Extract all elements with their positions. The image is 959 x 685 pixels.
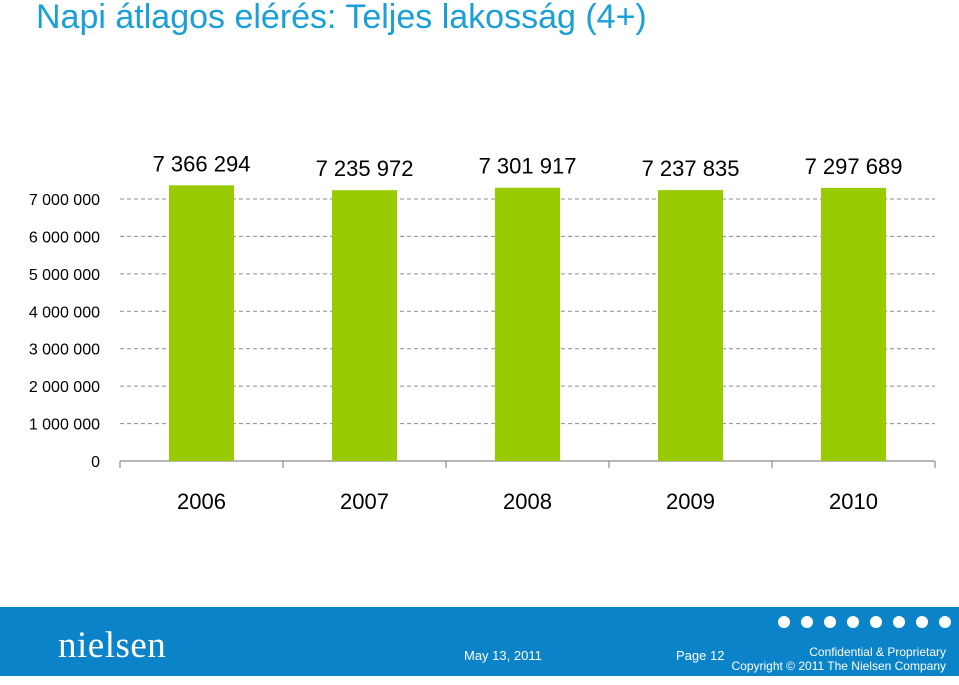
logo-dots-icon bbox=[60, 667, 170, 680]
bar-2007 bbox=[332, 190, 397, 461]
y-tick-label: 7 000 000 bbox=[29, 192, 100, 209]
data-label: 7 301 917 bbox=[479, 154, 577, 179]
decorative-dots bbox=[767, 615, 951, 629]
footer-page-number: Page 12 bbox=[676, 648, 725, 663]
bar-2010 bbox=[821, 187, 886, 462]
bar-2008 bbox=[495, 187, 560, 461]
y-tick-label: 5 000 000 bbox=[29, 267, 100, 284]
y-tick-label: 3 000 000 bbox=[29, 342, 100, 359]
x-tick-label: 2006 bbox=[177, 489, 226, 514]
x-tick-label: 2009 bbox=[666, 489, 715, 514]
footer-bar: nielsen May 13, 2011 Page 12 Confidentia… bbox=[0, 607, 959, 680]
y-tick-label: 0 bbox=[91, 454, 100, 471]
data-label: 7 237 835 bbox=[642, 156, 740, 181]
x-tick-label: 2010 bbox=[829, 489, 878, 514]
slide-title: Napi átlagos elérés: Teljes lakosság (4+… bbox=[36, 0, 647, 36]
footer-date: May 13, 2011 bbox=[464, 648, 542, 663]
x-tick-label: 2007 bbox=[340, 489, 389, 514]
nielsen-logo: nielsen bbox=[58, 625, 167, 666]
footer-confidential: Confidential & Proprietary bbox=[809, 645, 946, 659]
bar-2006 bbox=[169, 185, 234, 461]
y-tick-label: 2 000 000 bbox=[29, 379, 100, 396]
bar-2009 bbox=[658, 190, 723, 461]
y-tick-label: 4 000 000 bbox=[29, 304, 100, 321]
data-label: 7 297 689 bbox=[805, 154, 903, 179]
data-label: 7 366 294 bbox=[153, 151, 251, 176]
y-tick-label: 6 000 000 bbox=[29, 229, 100, 246]
y-tick-label: 1 000 000 bbox=[29, 417, 100, 434]
footer-copyright: Copyright © 2011 The Nielsen Company bbox=[731, 659, 946, 673]
bar-chart: 0 1 000 000 2 000 000 3 000 000 4 000 000 5 0… bbox=[29, 151, 936, 514]
data-label: 7 235 972 bbox=[316, 156, 414, 181]
x-tick-label: 2008 bbox=[503, 489, 552, 514]
